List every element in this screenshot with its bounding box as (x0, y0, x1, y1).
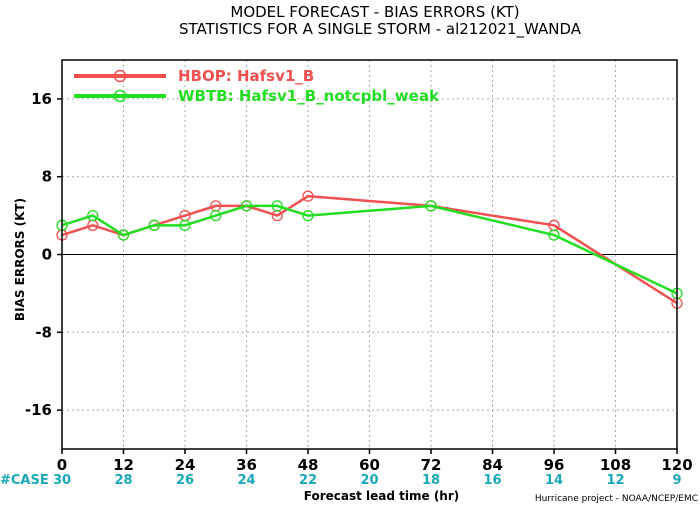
credit-text: Hurricane project - NOAA/NCEP/EMC (535, 494, 698, 504)
x-tick-label: 60 (359, 456, 380, 474)
series-2-point (271, 200, 283, 212)
case-count: 30 (53, 473, 71, 488)
series-2-point (548, 229, 560, 241)
series-2-point (179, 219, 191, 231)
series-2-point (87, 209, 99, 222)
case-count: 18 (422, 473, 440, 488)
series-2-point (148, 219, 160, 231)
x-tick-label: 120 (661, 456, 692, 474)
series-2-point (425, 200, 437, 212)
case-count: 20 (360, 473, 378, 488)
chart-subtitle: STATISTICS FOR A SINGLE STORM - al212021… (179, 20, 582, 39)
y-tick-label: -16 (25, 401, 52, 419)
x-tick-label: 36 (236, 456, 257, 474)
case-count: 22 (299, 473, 317, 488)
case-count: 16 (483, 473, 501, 488)
legend-marker-2 (113, 89, 127, 103)
case-count: 24 (237, 473, 255, 488)
axis-ticks: 0 12 24 36 48 60 72 84 96 108 120 -16 -8 0 8 16 (25, 90, 693, 474)
y-tick-label: 0 (42, 246, 52, 264)
case-count: 12 (606, 473, 624, 488)
case-counts: 30 28 26 24 22 20 18 16 14 12 9 (53, 473, 682, 488)
x-tick-label: 24 (175, 456, 196, 474)
series-2-point (210, 209, 222, 222)
legend-label-2: WBTB: Hafsv1_B_notcpbl_weak (178, 87, 440, 105)
series-line-2 (61, 204, 678, 295)
y-tick-label: 16 (31, 90, 52, 108)
plot-frame (61, 59, 678, 450)
x-tick-label: 84 (482, 456, 503, 474)
series-1-point (302, 190, 314, 202)
x-tick-label: 0 (57, 456, 67, 474)
case-count: 9 (672, 473, 681, 488)
x-tick-label: 72 (421, 456, 442, 474)
y-tick-label: 8 (42, 168, 52, 186)
case-count: 26 (176, 473, 194, 488)
chart-title: MODEL FORECAST - BIAS ERRORS (KT) (230, 3, 519, 21)
grid-lines (62, 60, 677, 449)
x-tick-label: 12 (113, 456, 134, 474)
x-tick-label: 96 (544, 456, 565, 474)
series-2-point (302, 209, 314, 222)
data-series (56, 190, 683, 309)
x-tick-label: 48 (298, 456, 319, 474)
legend: HBOP: Hafsv1_B WBTB: Hafsv1_B_notcpbl_wea… (74, 67, 440, 105)
x-tick-label: 108 (600, 456, 631, 474)
y-tick-label: -8 (35, 323, 52, 341)
series-2-point (240, 200, 253, 212)
x-axis-label: Forecast lead time (hr) (304, 489, 460, 503)
series-2-point (117, 229, 130, 241)
legend-marker-1 (113, 69, 127, 83)
case-count: 28 (114, 473, 132, 488)
y-axis-label: BIAS ERRORS (KT) (13, 198, 27, 321)
case-count-label: #CASE (0, 473, 49, 488)
case-count: 14 (545, 473, 563, 488)
legend-label-1: HBOP: Hafsv1_B (178, 67, 314, 85)
